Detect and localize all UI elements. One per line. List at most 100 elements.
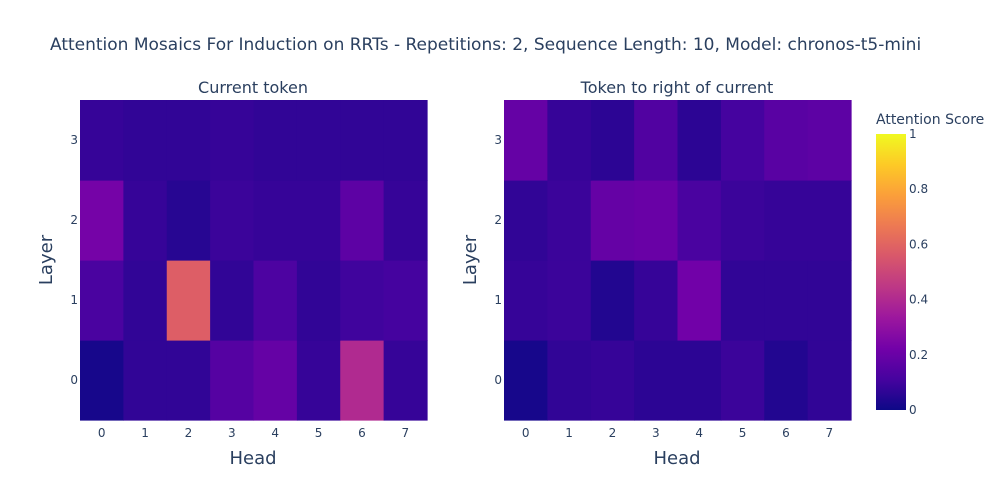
chart-title: Attention Mosaics For Induction on RRTs … — [50, 35, 921, 55]
heatmap-cell — [210, 340, 255, 421]
y-tick-label: 0 — [494, 373, 502, 387]
heatmap-cell — [807, 100, 852, 181]
x-tick-label: 3 — [228, 426, 236, 440]
heatmap-cell — [296, 100, 341, 181]
colorbar-ticks: 0 0.2 0.4 0.6 0.8 1 — [909, 127, 928, 417]
heatmap-cell — [383, 260, 428, 341]
x-ticks-token-right: 0 1 2 3 4 5 6 7 — [522, 426, 833, 440]
heatmap-cell — [634, 100, 679, 181]
heatmap-cell — [123, 260, 168, 341]
heatmap-cell — [677, 260, 722, 341]
heatmap-cell — [504, 100, 548, 181]
x-tick-label: 7 — [401, 426, 409, 440]
y-tick-label: 0 — [70, 373, 78, 387]
heatmap-cell — [590, 340, 635, 421]
y-axis-title-current-token: Layer — [36, 234, 57, 285]
heatmap-cell — [547, 180, 592, 261]
x-tick-label: 5 — [315, 426, 323, 440]
heatmap-cell — [590, 180, 635, 261]
y-tick-label: 3 — [70, 133, 78, 147]
heatmap-cell — [720, 100, 765, 181]
x-axis-title-current-token: Head — [229, 448, 276, 469]
heatmap-cell — [383, 340, 428, 421]
heatmap-cell — [166, 100, 211, 181]
colorbar-tick-label: 0 — [909, 403, 917, 417]
heatmap-cell — [296, 260, 341, 341]
x-tick-label: 5 — [739, 426, 747, 440]
heatmap-cell — [123, 340, 168, 421]
x-tick-label: 6 — [782, 426, 790, 440]
heatmap-cell — [634, 260, 679, 341]
heatmap-cell — [80, 100, 124, 181]
colorbar-title: Attention Score — [876, 112, 984, 128]
heatmap-cell — [296, 180, 341, 261]
x-tick-label: 6 — [358, 426, 366, 440]
heatmap-cell — [253, 100, 298, 181]
colorbar-gradient — [876, 134, 906, 410]
heatmap-cell — [764, 100, 809, 181]
heatmap-cell — [80, 340, 124, 421]
y-axis-title-token-right: Layer — [460, 234, 481, 285]
heatmap-cell — [764, 180, 809, 261]
heatmap-cell — [253, 180, 298, 261]
y-tick-label: 2 — [494, 213, 502, 227]
heatmap-cells-current-token — [80, 100, 428, 421]
x-tick-label: 0 — [98, 426, 106, 440]
heatmap-cell — [296, 340, 341, 421]
heatmap-cell — [210, 260, 255, 341]
heatmap-cell — [166, 340, 211, 421]
y-tick-label: 1 — [494, 293, 502, 307]
x-tick-label: 2 — [185, 426, 193, 440]
heatmap-cell — [504, 340, 548, 421]
heatmap-cell — [504, 260, 548, 341]
x-ticks-current-token: 0 1 2 3 4 5 6 7 — [98, 426, 409, 440]
heatmap-cell — [166, 180, 211, 261]
heatmap-cell — [807, 260, 852, 341]
x-tick-label: 0 — [522, 426, 530, 440]
colorbar-tick-label: 0.2 — [909, 348, 928, 362]
y-tick-label: 1 — [70, 293, 78, 307]
heatmap-cell — [590, 260, 635, 341]
x-tick-label: 7 — [825, 426, 833, 440]
x-tick-label: 4 — [695, 426, 703, 440]
heatmap-cell — [340, 340, 385, 421]
heatmap-cell — [720, 180, 765, 261]
colorbar-tick-label: 0.6 — [909, 237, 928, 251]
heatmap-cell — [547, 340, 592, 421]
heatmap-cell — [547, 100, 592, 181]
heatmap-cell — [764, 260, 809, 341]
heatmap-cell — [253, 260, 298, 341]
heatmap-cell — [210, 180, 255, 261]
heatmap-cell — [720, 260, 765, 341]
heatmap-cell — [123, 100, 168, 181]
heatmap-cell — [504, 180, 548, 261]
y-ticks-token-right: 0 1 2 3 — [494, 133, 502, 387]
x-tick-label: 4 — [271, 426, 279, 440]
heatmap-cell — [383, 180, 428, 261]
heatmap-cell — [383, 100, 428, 181]
heatmap-cell — [253, 340, 298, 421]
panel-subtitle-current-token: Current token — [198, 78, 308, 97]
y-ticks-current-token: 0 1 2 3 — [70, 133, 78, 387]
x-tick-label: 2 — [609, 426, 617, 440]
panel-current-token: Current token 0 1 2 3 4 5 6 7 0 1 2 3 Head Layer — [36, 78, 428, 469]
colorbar: Attention Score 0 0.2 0.4 0.6 0.8 1 — [876, 112, 984, 417]
heatmap-cell — [677, 180, 722, 261]
x-axis-title-token-right: Head — [653, 448, 700, 469]
heatmap-cell — [807, 180, 852, 261]
heatmap-cells-token-right — [504, 100, 852, 421]
heatmap-cell — [634, 180, 679, 261]
heatmap-cell — [80, 260, 124, 341]
x-tick-label: 1 — [565, 426, 573, 440]
colorbar-tick-label: 0.8 — [909, 182, 928, 196]
heatmap-cell — [764, 340, 809, 421]
heatmap-cell — [340, 100, 385, 181]
heatmap-cell — [123, 180, 168, 261]
heatmap-cell — [547, 260, 592, 341]
x-tick-label: 3 — [652, 426, 660, 440]
heatmap-cell — [677, 100, 722, 181]
heatmap-cell — [340, 180, 385, 261]
heatmap-cell — [340, 260, 385, 341]
